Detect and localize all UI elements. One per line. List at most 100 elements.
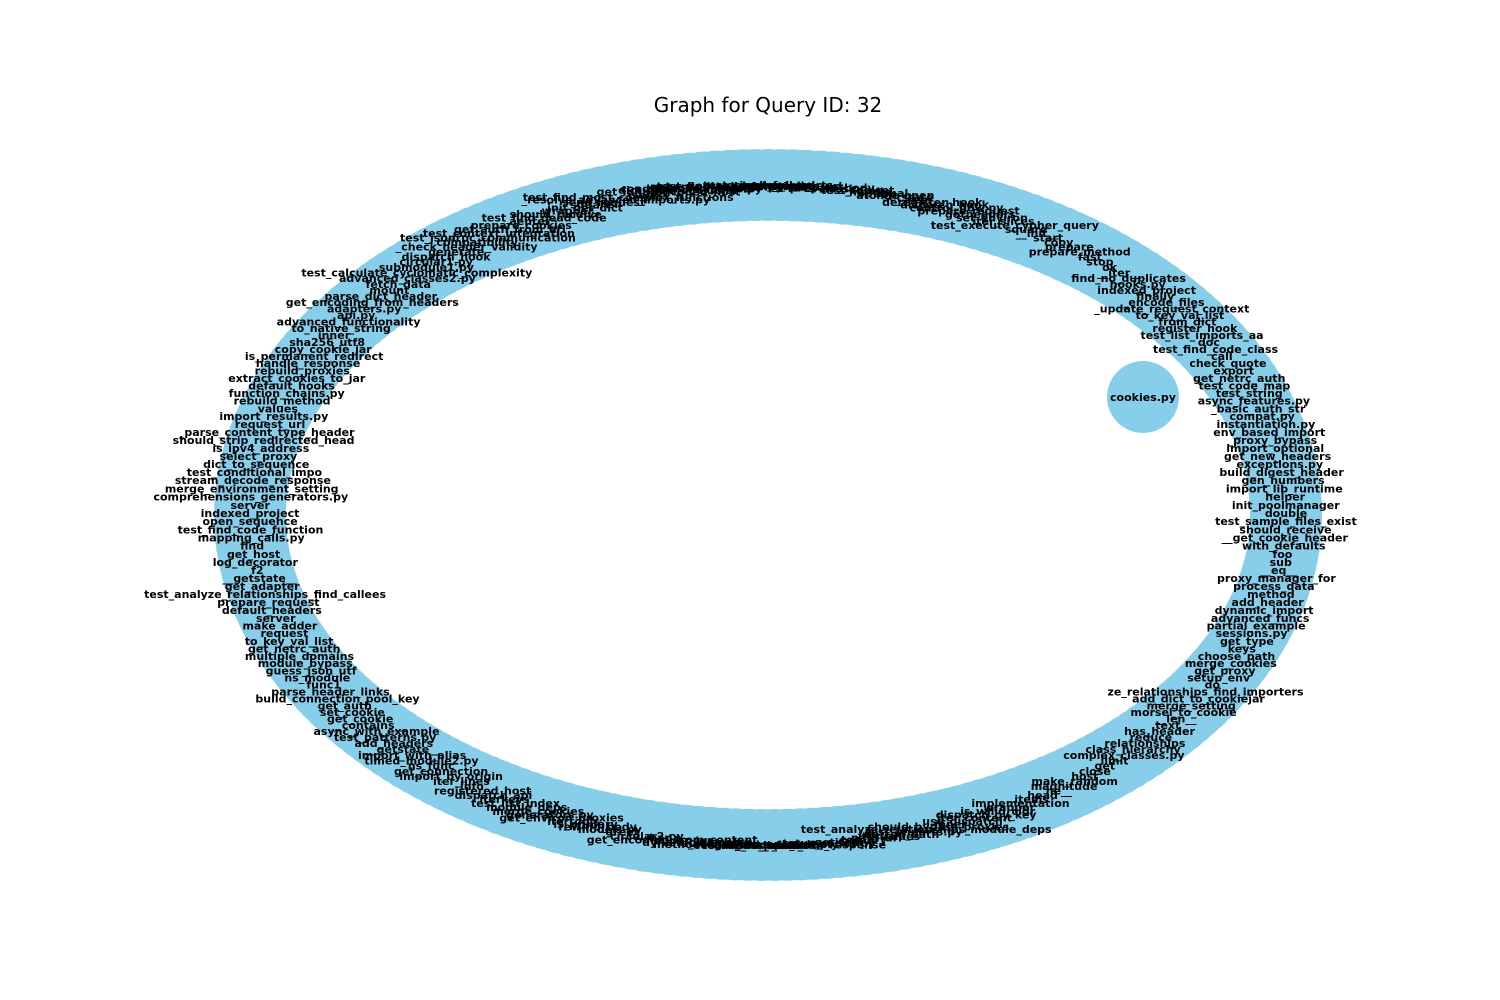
node-label: add_header: [1232, 596, 1305, 609]
node-label: test_calculate_cyclomatic_complexity: [301, 266, 532, 279]
node-label: resolve_redirects: [695, 839, 802, 852]
node-label: __len__: [1155, 713, 1197, 726]
node-label: iter_content: [937, 812, 1012, 825]
node-label: to_native_string: [291, 322, 390, 335]
node-label: ns_module: [284, 672, 350, 685]
node-label: close: [1079, 765, 1111, 778]
node-label: should_strip_redirected_head: [173, 434, 355, 447]
node-label: compat.py: [1230, 410, 1295, 423]
node-label: is_permanent_redirect: [245, 350, 384, 363]
node-label: prepare_method: [1029, 245, 1131, 258]
graph-node-isolated: [1107, 361, 1179, 433]
node-label: get_cookie: [327, 713, 393, 726]
node-label: get_netrc_auth: [248, 642, 340, 655]
node-label: methodcaller_example: [653, 838, 793, 851]
node-label: dispatch_hook: [900, 199, 990, 212]
node-label: api.py: [337, 309, 375, 322]
node-label: merge_setting: [1147, 699, 1236, 712]
node-label: optional: [857, 187, 908, 200]
node-label: from_dict: [1158, 315, 1216, 328]
node-label: implementation: [971, 797, 1069, 810]
node-label: is_redirect: [678, 837, 743, 850]
node-label: requote_uri: [771, 180, 842, 193]
node-label: host: [1071, 770, 1098, 783]
node-label: prepare: [1045, 241, 1094, 254]
node-label: iter_slices: [972, 215, 1034, 228]
node-label: get_type: [1220, 635, 1274, 648]
node-label: setup_env: [1187, 672, 1251, 685]
node-label: dynamic_dispatch: [642, 836, 753, 849]
node-label: handle_response: [256, 357, 360, 370]
node-label: prepare_cookies: [471, 219, 573, 232]
node-label: ok: [1102, 261, 1118, 274]
node-label: do: [1205, 679, 1221, 692]
node-label: merge_cookies: [1185, 657, 1277, 670]
node-label: default_headers: [222, 604, 322, 617]
node-label: iter_lines: [433, 775, 490, 788]
node-label: complex_classes.py: [1063, 749, 1184, 762]
node-label: start: [1033, 231, 1063, 244]
node-label: test_analyze_relationships_module_deps: [801, 823, 1052, 836]
node-label: __get_cookie_header: [1222, 532, 1349, 545]
node-label: _update_request_context: [1094, 302, 1249, 315]
node-label: instantiation.py: [1217, 418, 1316, 431]
node-label: ternary: [841, 833, 887, 846]
node-label: comprehensions_generators.py: [153, 491, 348, 504]
node-label: itertools: [547, 815, 600, 828]
node-label: test_list_imports_aa: [1140, 329, 1263, 342]
node-label: values: [258, 402, 299, 415]
node-label: finally: [1136, 290, 1174, 303]
node-label: is_ipv4_address: [212, 442, 309, 455]
node-label: _resolve_advanced_imports.py: [522, 194, 711, 207]
node-label: call: [1211, 350, 1232, 363]
node-label: prepare_request: [917, 205, 1019, 218]
node-label: server: [256, 612, 296, 625]
node-label: greet: [605, 826, 638, 839]
node-label: has_header: [1124, 725, 1195, 738]
node-label: extract_cookies_to_jar: [228, 372, 366, 385]
node-label: __eq__: [1260, 564, 1298, 577]
node-label: __getstate__: [222, 572, 297, 585]
node-label: ze_relationships_find_importers: [1107, 686, 1304, 699]
node-label: handle: [849, 186, 891, 199]
node-label: head: [1027, 789, 1058, 802]
node-label: get_proxy: [1194, 664, 1255, 677]
node-label: test_sample_files_exist: [1215, 515, 1357, 528]
node-label: _aenter__: [504, 215, 562, 228]
node-label: __call__: [772, 179, 816, 192]
node-label: bar: [649, 832, 670, 845]
node-label: _get_idna_encoded_host: [591, 186, 740, 199]
node-label: _parse_content_type_header: [179, 426, 355, 439]
graph-title: Graph for Query ID: 32: [654, 93, 883, 117]
node-label: _encode_files: [1123, 296, 1205, 309]
node-label: conditional_imports.py: [620, 183, 762, 196]
node-label: __contains__: [331, 719, 406, 732]
node-label: add_dict_to_cookiejar: [1132, 693, 1265, 706]
node-label: put: [841, 835, 862, 848]
node-label: registered_host: [434, 784, 531, 797]
node-label: get_host: [227, 548, 280, 561]
node-label: make_adder: [242, 620, 317, 633]
node-label: unicode_headers: [652, 182, 757, 195]
node-label: rebuild_proxies: [255, 365, 351, 378]
node-label: getheaders: [945, 208, 1016, 221]
node-label: _proxy_bypass: [1228, 434, 1318, 447]
node-label: generators.py: [506, 808, 593, 821]
node-label: links: [639, 187, 669, 200]
node-label: fast: [1078, 250, 1102, 263]
node-label: sha256_utf8: [289, 336, 365, 349]
node-label: get_adapter: [225, 580, 300, 593]
node-label: find: [240, 540, 264, 553]
node-label: get_auth: [318, 699, 372, 712]
node-label: __init_get_dict: [536, 202, 623, 215]
node-label: test_patterns.py: [334, 731, 436, 744]
node-label: get_class: [727, 179, 784, 192]
node-label: use_dispatch: [922, 815, 1002, 828]
node-label: to_key_val_list: [245, 635, 334, 648]
node-label: copy: [1044, 236, 1073, 249]
node-label: advanced_classes2.py: [339, 272, 476, 285]
node-label: _relationships: [1099, 737, 1186, 750]
node-label: log_decorator: [213, 556, 299, 569]
node-label: reduce: [1130, 731, 1173, 744]
node-label: choose_path: [1198, 650, 1275, 663]
